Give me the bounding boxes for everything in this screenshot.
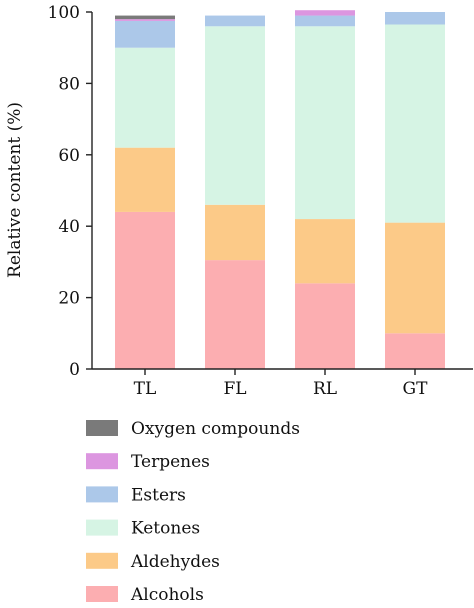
bar-segment-rl-aldehydes — [295, 219, 355, 284]
bar-segment-tl-esters — [115, 20, 175, 48]
y-axis-title: Relative content (%) — [5, 102, 25, 278]
legend-label-ketones: Ketones — [131, 519, 200, 539]
bar-segment-fl-aldehydes — [205, 204, 265, 261]
y-ticks-group: 0 20 40 60 80 100 — [48, 3, 92, 380]
y-tick-label-100: 100 — [48, 3, 80, 23]
bar-segment-tl-terpenes — [115, 19, 175, 21]
legend: Oxygen compounds Terpenes Esters Ketones Ald… — [86, 419, 300, 605]
legend-swatch-ketones — [86, 519, 118, 536]
bars-group — [115, 10, 445, 369]
y-tick-label-80: 80 — [58, 74, 80, 94]
y-tick-label-20: 20 — [58, 289, 80, 309]
x-tick-label-tl: TL — [134, 379, 157, 399]
legend-label-esters: Esters — [131, 485, 186, 505]
x-tick-label-rl: RL — [313, 379, 337, 399]
bar-segment-fl-esters — [205, 15, 265, 27]
bar-segment-fl-alcohols — [205, 260, 265, 369]
bar-segment-gt-ketones — [385, 24, 445, 223]
x-ticks-group: TL FL RL GT — [134, 369, 428, 399]
bar-segment-gt-esters — [385, 12, 445, 25]
legend-swatch-oxygen-compounds — [86, 420, 118, 436]
bar-segment-rl-esters — [295, 15, 355, 27]
bar-segment-tl-oxygen-compounds — [115, 15, 175, 20]
bar-segment-gt-alcohols — [385, 333, 445, 369]
legend-swatch-terpenes — [86, 453, 118, 470]
axes-group — [91, 12, 473, 370]
bar-segment-gt-aldehydes — [385, 222, 445, 334]
x-tick-label-fl: FL — [223, 379, 246, 399]
bar-segment-fl-ketones — [205, 26, 265, 205]
legend-swatch-aldehydes — [86, 552, 118, 569]
legend-label-terpenes: Terpenes — [131, 452, 210, 472]
legend-swatch-esters — [86, 486, 118, 503]
bar-segment-rl-alcohols — [295, 283, 355, 369]
y-tick-label-40: 40 — [58, 217, 80, 237]
y-tick-label-0: 0 — [69, 360, 80, 380]
legend-label-alcohols: Alcohols — [130, 585, 204, 605]
x-tick-label-gt: GT — [403, 379, 429, 399]
legend-label-aldehydes: Aldehydes — [130, 552, 220, 572]
legend-label-oxygen-compounds: Oxygen compounds — [131, 419, 300, 439]
bar-segment-rl-terpenes — [295, 10, 355, 16]
bar-segment-tl-ketones — [115, 47, 175, 148]
bar-segment-tl-aldehydes — [115, 147, 175, 212]
legend-swatch-alcohols — [86, 586, 118, 602]
bar-segment-tl-alcohols — [115, 211, 175, 369]
y-tick-label-60: 60 — [58, 146, 80, 166]
bar-segment-rl-ketones — [295, 26, 355, 220]
